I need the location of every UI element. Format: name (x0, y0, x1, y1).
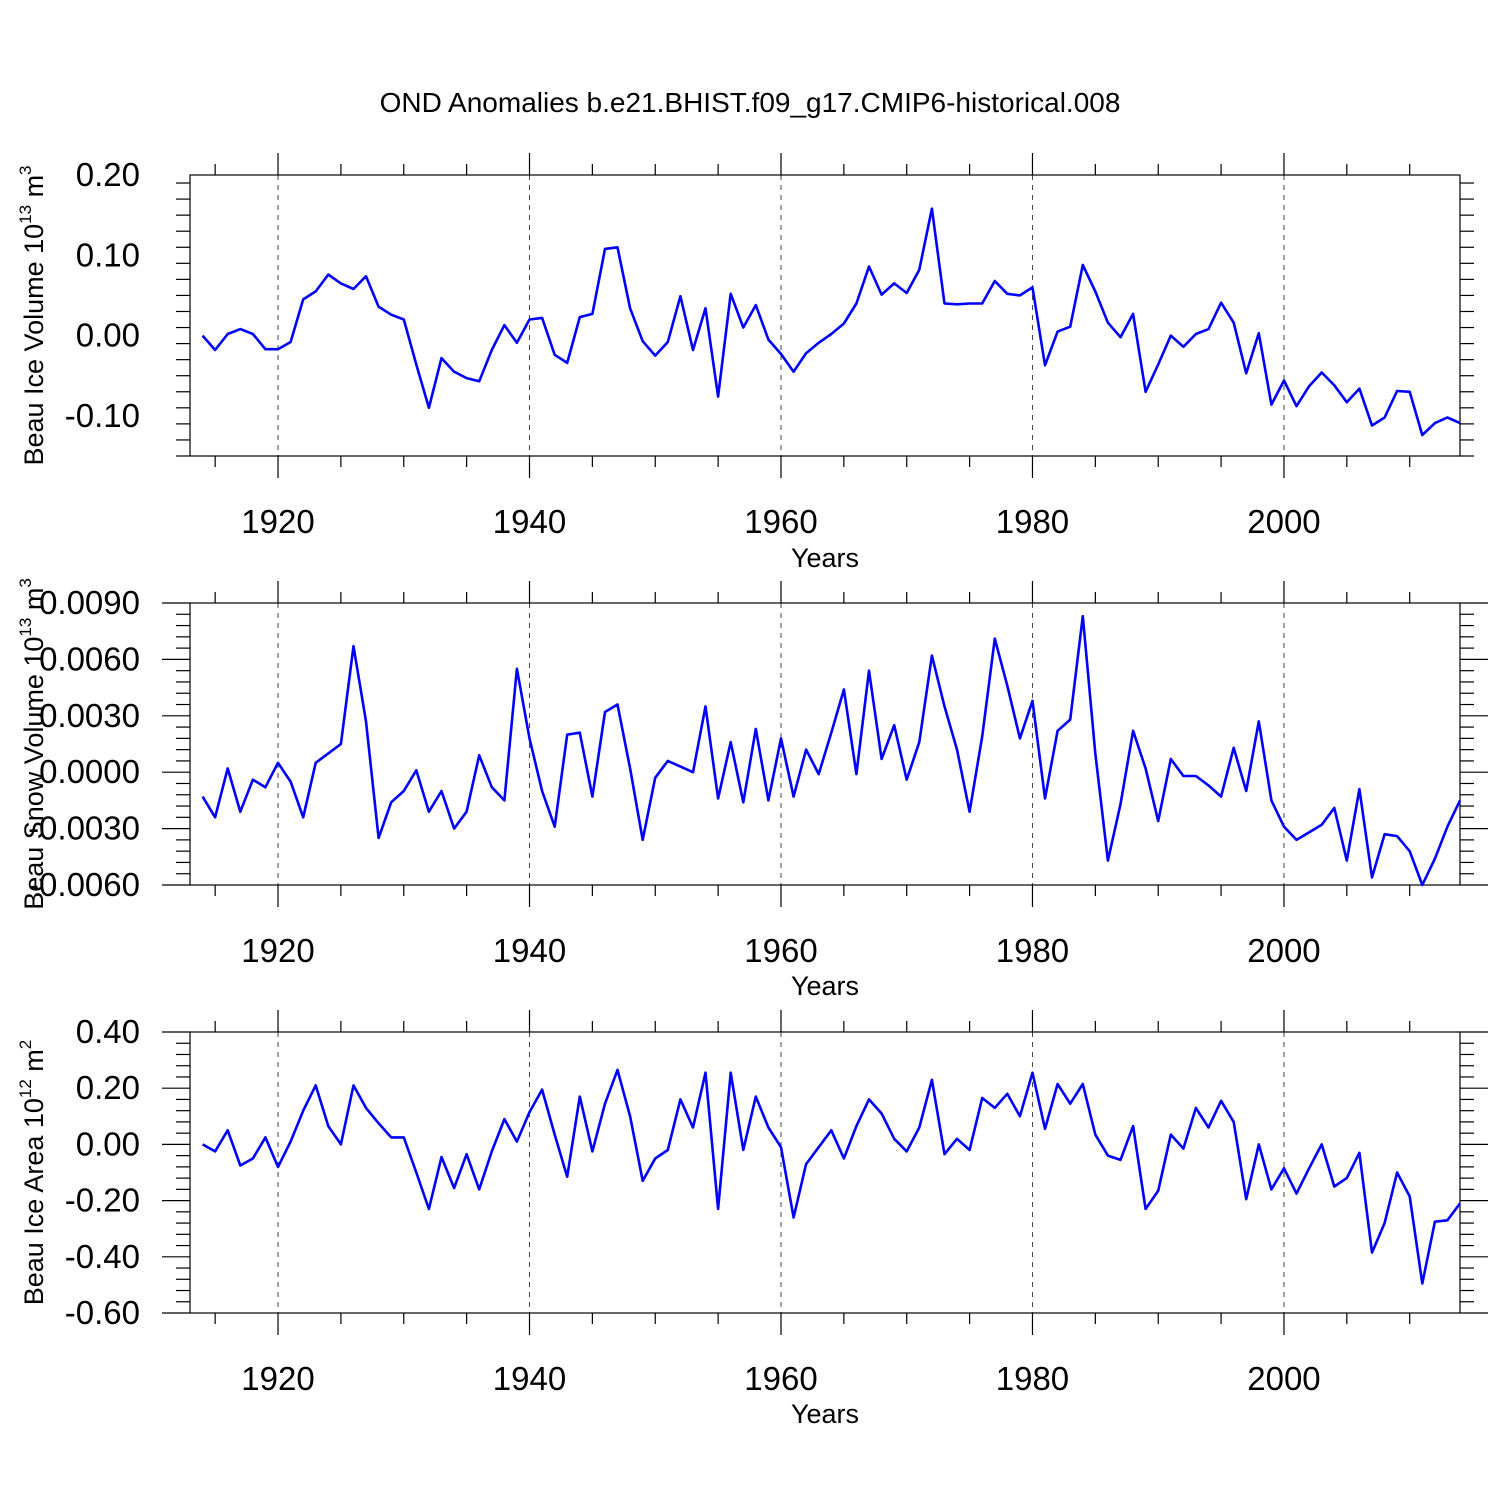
y-tick-label: -0.0060 (28, 866, 140, 903)
series-line (201, 614, 1462, 887)
y-tick-label: 0.00 (76, 317, 140, 354)
y-tick-label: 0.20 (76, 156, 140, 193)
y-tick-label: 0.20 (76, 1069, 140, 1106)
x-tick-label-1920: 1920 (241, 1360, 314, 1397)
panel-snow-volume: -0.0060 -0.0030 0.0000 0.0030 0.0060 0.0090 19… (16, 578, 1488, 1001)
x-axis-label: Years (791, 971, 859, 1001)
x-tick-label-1960: 1960 (744, 503, 817, 540)
y-axis-label: Beau Snow Volume 1013 m3 (16, 578, 49, 910)
x-tick-label-1920: 1920 (241, 932, 314, 969)
y-tick-label: 0.0000 (39, 753, 140, 790)
plot-frame (189, 602, 1461, 886)
y-axis-label: Beau Ice Area 1012 m2 (16, 1040, 49, 1306)
plot-frame (189, 1031, 1461, 1314)
y-tick-label: -0.60 (65, 1294, 140, 1331)
y-tick-label: 0.0060 (39, 640, 140, 677)
x-tick-label-1980: 1980 (996, 932, 1069, 969)
x-tick-label-1940: 1940 (493, 1360, 566, 1397)
x-tick-label-1960: 1960 (744, 1360, 817, 1397)
y-axis-label: Beau Ice Volume 1013 m3 (16, 165, 49, 465)
x-tick-label-1920: 1920 (241, 503, 314, 540)
y-tick-label: 0.00 (76, 1125, 140, 1162)
x-tick-label-2000: 2000 (1247, 503, 1320, 540)
plot-frame (189, 174, 1461, 457)
x-tick-label-1980: 1980 (996, 1360, 1069, 1397)
y-tick-label: -0.0030 (28, 810, 140, 847)
y-tick-label: -0.40 (65, 1238, 140, 1275)
y-tick-label: 0.0030 (39, 697, 140, 734)
x-axis-label: Years (791, 543, 859, 573)
x-tick-label-2000: 2000 (1247, 1360, 1320, 1397)
series-line (201, 1068, 1462, 1285)
x-tick-label-2000: 2000 (1247, 932, 1320, 969)
x-tick-label-1940: 1940 (493, 503, 566, 540)
y-tick-label: 0.40 (76, 1013, 140, 1050)
y-tick-label: 0.10 (76, 236, 140, 273)
y-tick-label: -0.10 (65, 397, 140, 434)
series-line (201, 207, 1461, 437)
x-tick-label-1960: 1960 (744, 932, 817, 969)
figure-title: OND Anomalies b.e21.BHIST.f09_g17.CMIP6-… (380, 87, 1121, 118)
y-tick-label: -0.20 (65, 1182, 140, 1219)
x-axis-label: Years (791, 1399, 859, 1429)
x-tick-label-1980: 1980 (996, 503, 1069, 540)
x-tick-label-1940: 1940 (493, 932, 566, 969)
panel-ice-volume: -0.10 0.00 0.10 0.20 1920 1940 1960 1980 2000 Yea… (16, 153, 1474, 573)
y-tick-label: 0.0090 (39, 584, 140, 621)
panel-ice-area: -0.60 -0.40 -0.20 0.00 0.20 0.40 1920 1940 1960 1… (16, 1010, 1488, 1429)
